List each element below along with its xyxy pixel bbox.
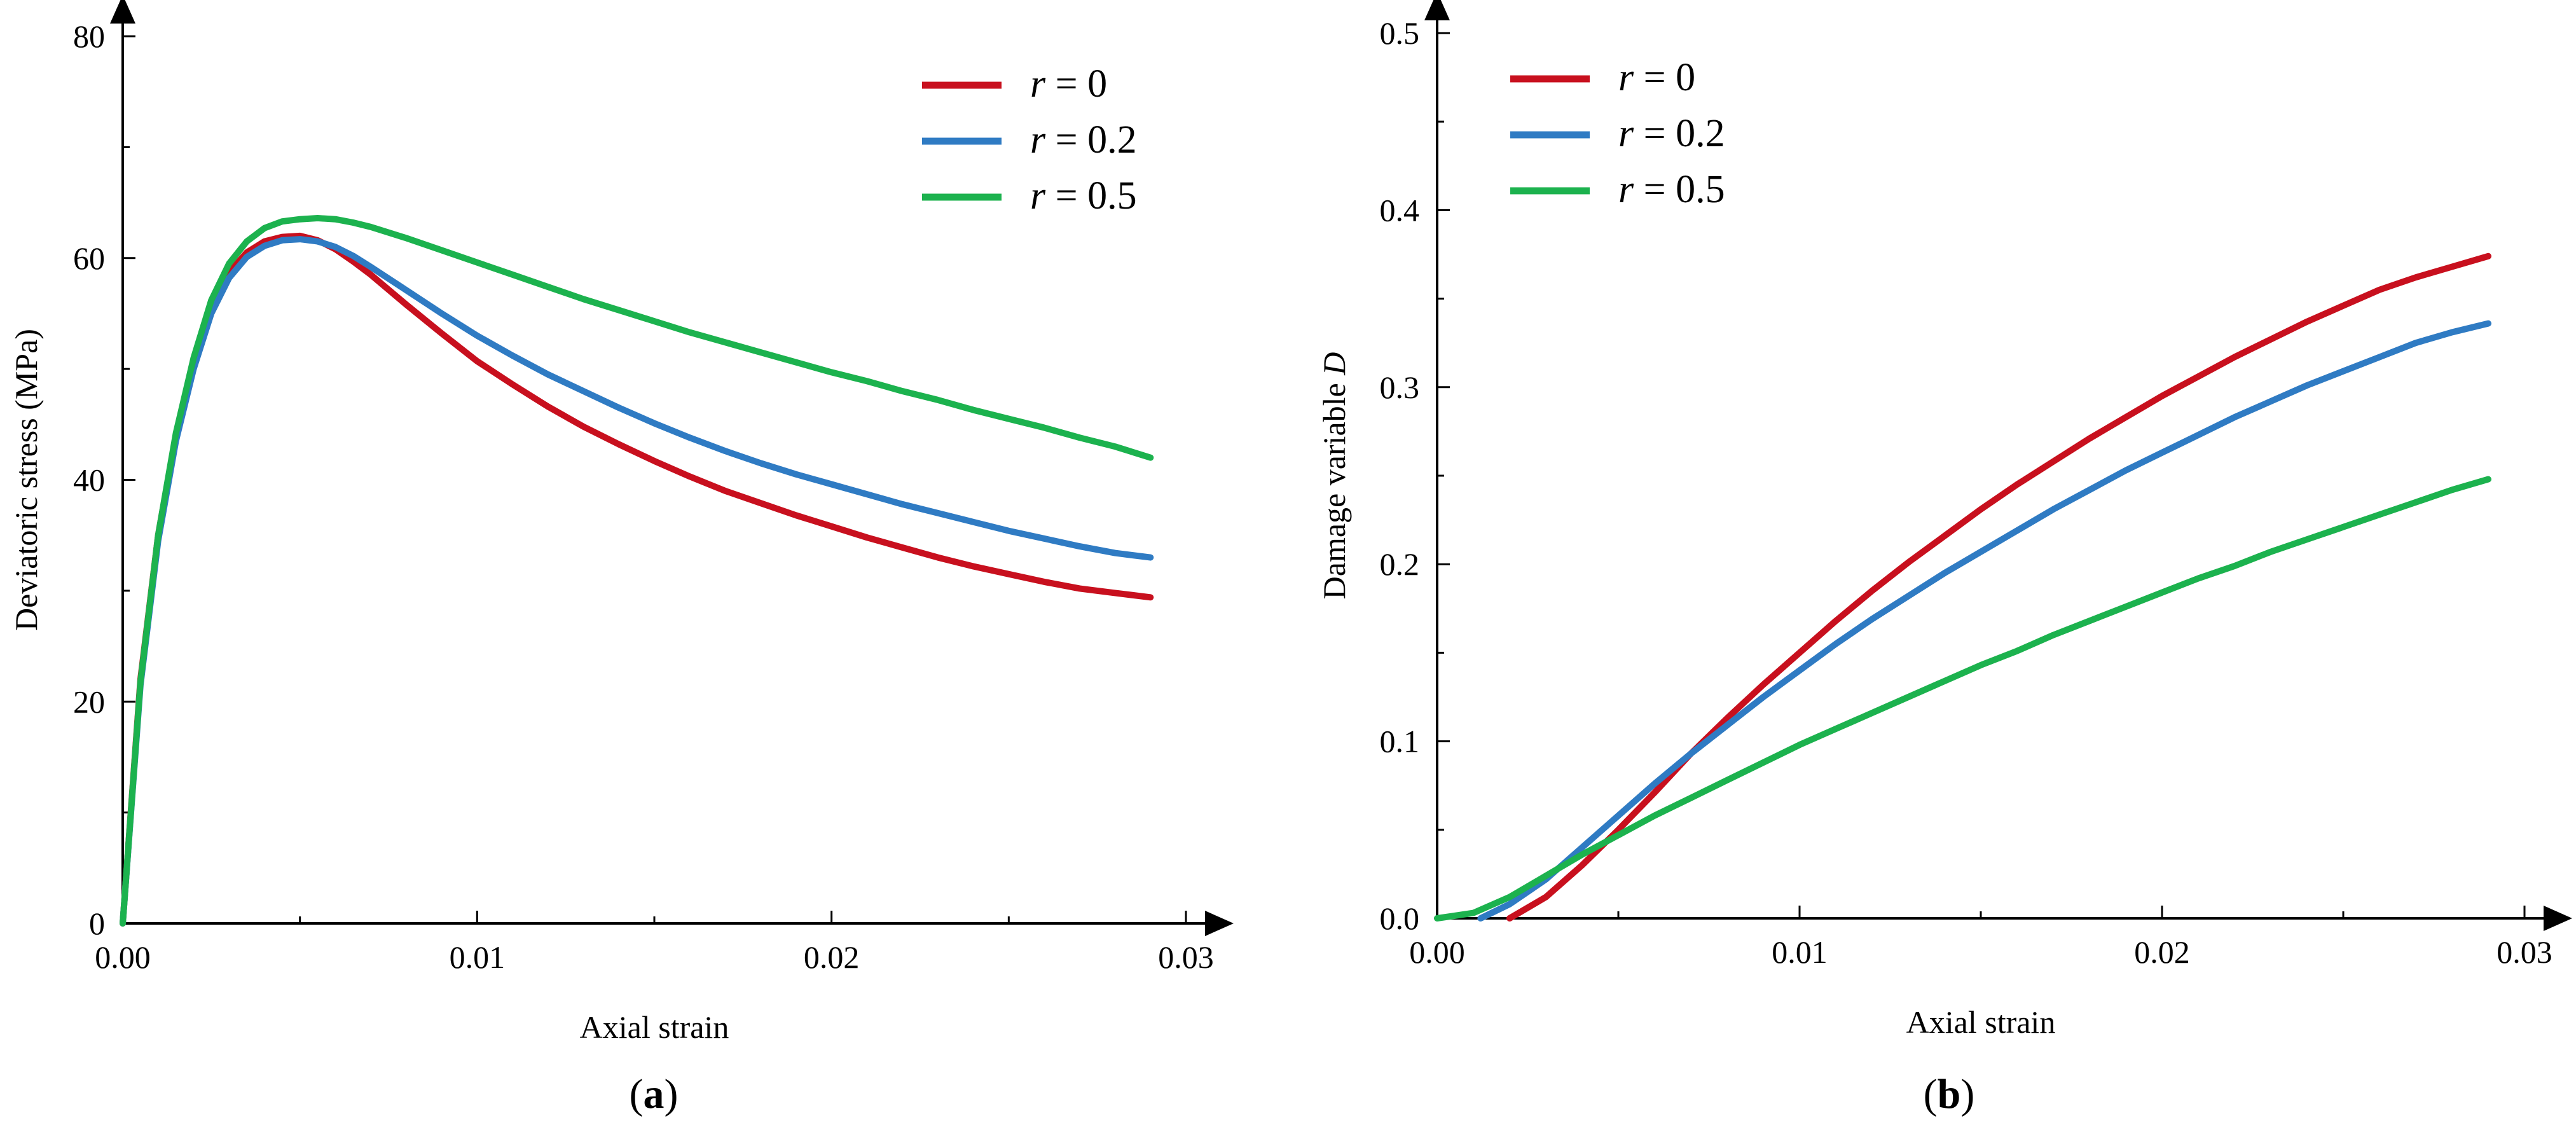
y-axis-arrow <box>110 0 135 24</box>
x-tick-label: 0.03 <box>1158 939 1214 975</box>
chart-panel-b: 0.00 0.01 0.02 0.03 0.0 0.1 0.2 0.3 0.4 0.5 Axial … <box>1316 0 2572 1117</box>
panel-label: (b) <box>1924 1071 1975 1117</box>
legend-entry-2: r = 0.5 <box>1618 168 1725 211</box>
y-axis-title-variable: D <box>1316 352 1352 376</box>
x-tick-label: 0.01 <box>450 939 506 975</box>
x-tick-label: 0.03 <box>2497 934 2552 970</box>
legend-variable: r <box>1030 62 1046 106</box>
series-line-1 <box>120 236 1154 927</box>
chart-panel-a: 0.00 0.01 0.02 0.03 0 20 40 60 80 Axial strain Dev… <box>8 0 1234 1117</box>
series-line-1 <box>1477 320 2491 921</box>
y-tick-label: 0.1 <box>1380 724 1420 759</box>
legend-value: = 0.2 <box>1045 118 1136 162</box>
y-tick-label: 0.3 <box>1380 369 1420 405</box>
y-tick-label: 60 <box>73 240 105 276</box>
legend-entry-2: r = 0.5 <box>1030 174 1137 217</box>
legend-variable: r <box>1618 112 1634 155</box>
panel-paren-open: ( <box>1924 1071 1938 1117</box>
panel-paren-open: ( <box>630 1071 644 1117</box>
legend-value: = 0.2 <box>1634 112 1725 155</box>
series-line-0 <box>120 232 1154 927</box>
x-axis-title: Axial strain <box>580 1009 729 1045</box>
legend-entry-0: r = 0 <box>1618 56 1695 99</box>
x-tick-label: 0.02 <box>2134 934 2190 970</box>
legend-value: = 0.5 <box>1045 174 1136 217</box>
y-axis-title: Deviatoric stress (MPa) <box>8 329 44 631</box>
legend-value: = 0 <box>1634 56 1695 99</box>
legend-variable: r <box>1618 168 1634 211</box>
legend-variable: r <box>1030 174 1046 217</box>
legend-entry-0: r = 0 <box>1030 62 1107 106</box>
x-tick-label: 0.02 <box>804 939 860 975</box>
y-tick-label: 0.2 <box>1380 546 1420 582</box>
y-axis-arrow <box>1424 0 1450 20</box>
x-axis-arrow <box>1205 911 1234 936</box>
legend-entry-1: r = 0.2 <box>1618 112 1725 155</box>
y-tick-label: 0 <box>89 906 105 941</box>
y-axis-title-text: Damage variable <box>1316 375 1352 600</box>
y-tick-label: 0.0 <box>1380 901 1420 936</box>
x-tick-label: 0.00 <box>1409 934 1465 970</box>
panel-paren-close: ) <box>1960 1071 1974 1117</box>
legend-value: = 0 <box>1045 62 1107 106</box>
panel-label: (a) <box>630 1071 678 1117</box>
legend-entry-1: r = 0.2 <box>1030 118 1137 162</box>
y-tick-label: 40 <box>73 462 105 498</box>
y-axis-title: Damage variable D <box>1316 352 1352 600</box>
x-axis-title: Axial strain <box>1906 1004 2056 1040</box>
panel-paren-close: ) <box>665 1071 678 1117</box>
legend-value: = 0.5 <box>1634 168 1725 211</box>
series-line-2 <box>120 215 1154 927</box>
y-tick-label: 20 <box>73 684 105 719</box>
x-axis-arrow <box>2544 906 2572 931</box>
y-tick-label: 0.5 <box>1380 15 1420 51</box>
y-tick-label: 80 <box>73 18 105 54</box>
series-line-0 <box>1506 252 2491 921</box>
panel-letter: a <box>644 1071 665 1117</box>
panel-letter: b <box>1938 1071 1961 1117</box>
x-tick-label: 0.00 <box>95 939 151 975</box>
series-line-2 <box>1434 476 2491 921</box>
legend-variable: r <box>1618 56 1634 99</box>
y-tick-label: 0.4 <box>1380 192 1420 228</box>
x-tick-label: 0.01 <box>1772 934 1828 970</box>
legend-variable: r <box>1030 118 1046 162</box>
